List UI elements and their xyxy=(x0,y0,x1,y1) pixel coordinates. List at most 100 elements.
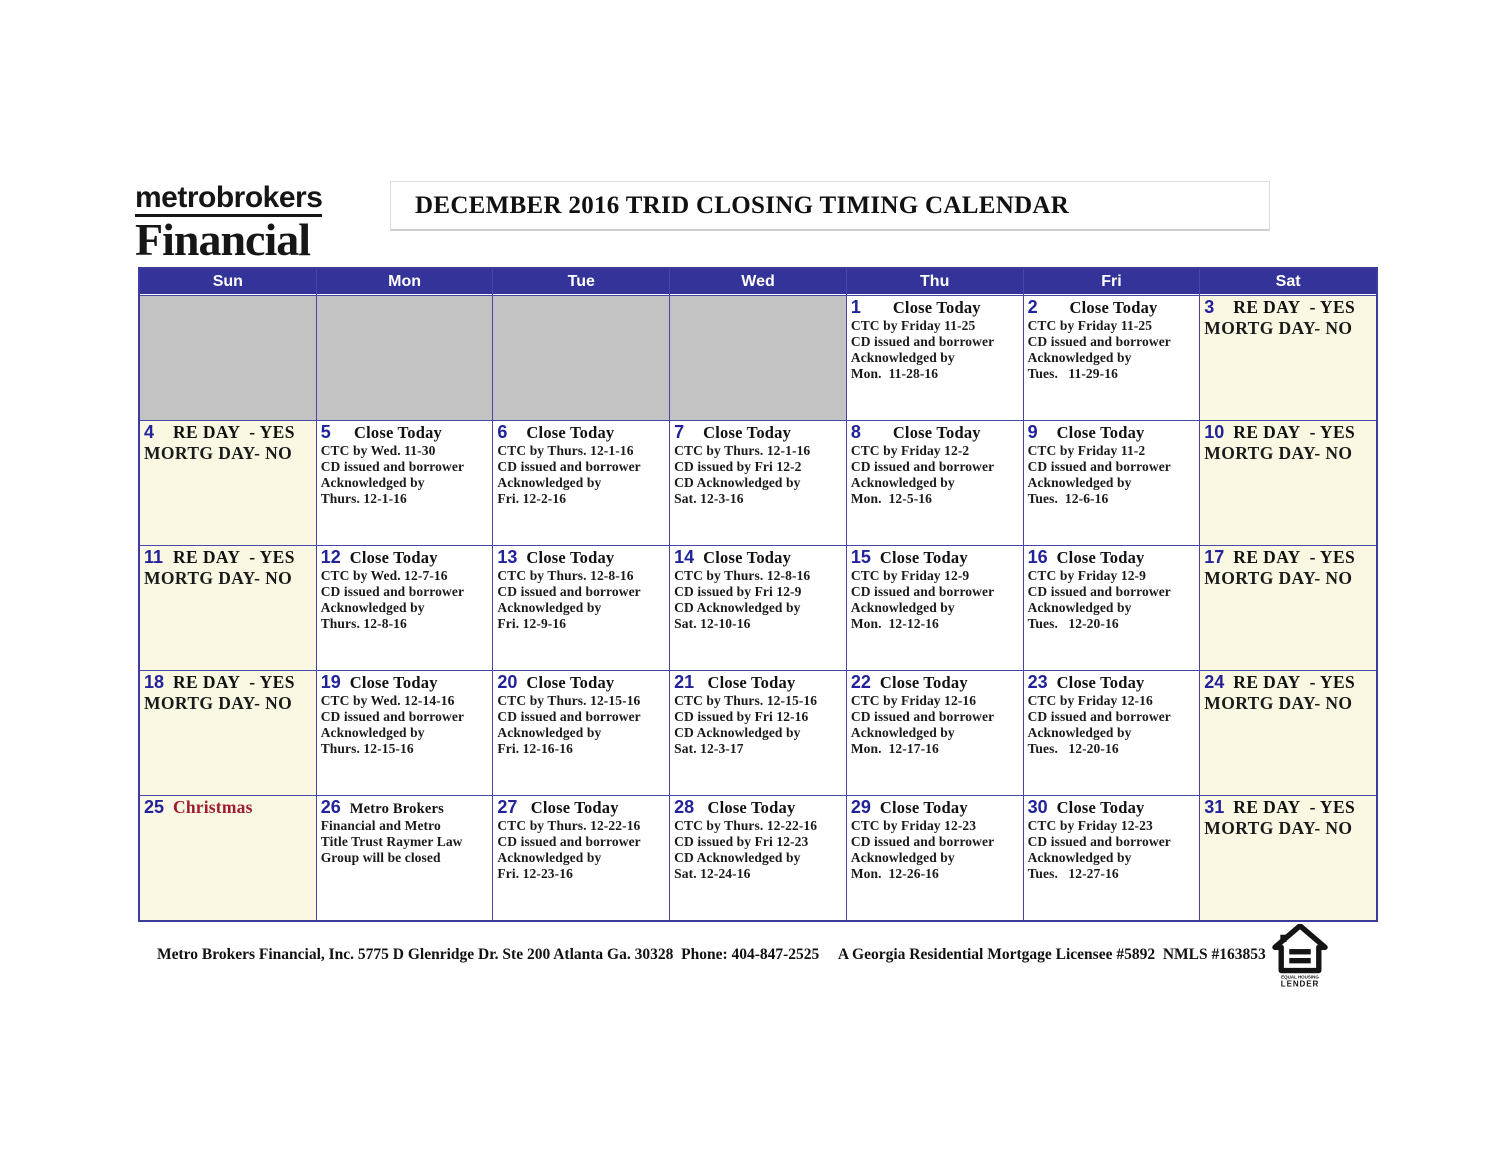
cell-line: Acknowledged by xyxy=(1027,725,1132,741)
calendar-cell-1: 1 Close Today CTC by Friday 11-25 CD issue… xyxy=(846,296,1023,420)
cell-line: CD issued and borrower xyxy=(497,458,641,474)
cell-title: RE DAY - YES xyxy=(1233,297,1356,317)
cell-line: CTC by Thurs. 12-15-16 xyxy=(674,692,818,708)
day-number: 9 xyxy=(1027,422,1038,442)
day-number: 3 xyxy=(1204,297,1215,317)
calendar-cell-10: 10 RE DAY - YES MORTG DAY- NO xyxy=(1200,421,1376,545)
svg-text:EQUAL HOUSING: EQUAL HOUSING xyxy=(1281,975,1319,980)
cell-line: CTC by Friday 11-25 xyxy=(1027,317,1153,333)
day-number: 22 xyxy=(850,672,871,692)
cell-title: RE DAY - YES xyxy=(1233,797,1356,817)
day-number: 5 xyxy=(320,422,331,442)
cell-line: Acknowledged by xyxy=(1027,600,1132,616)
cell-first-line: 30 Close Today xyxy=(1028,797,1196,818)
cell-line: Acknowledged by xyxy=(320,475,425,491)
cell-first-line: 7 Close Today xyxy=(674,422,842,443)
cell-line: CTC by Wed. 12-7-16 xyxy=(320,567,448,583)
cell-line: MORTG DAY- NO xyxy=(1204,442,1353,463)
page-title: DECEMBER 2016 TRID CLOSING TIMING CALEND… xyxy=(415,191,1070,219)
calendar-cell-7: 7 Close Today CTC by Thurs. 12-1-16 CD issu… xyxy=(670,421,846,545)
cell-line: MORTG DAY- NO xyxy=(144,567,293,588)
empty-cell xyxy=(140,296,316,420)
day-number: 25 xyxy=(144,797,165,817)
calendar-cell-23: 23 Close Today CTC by Friday 12-16 CD issue… xyxy=(1023,671,1200,795)
cell-line: CTC by Friday 12-2 xyxy=(850,442,970,458)
empty-cell xyxy=(493,296,670,420)
cell-line: Acknowledged by xyxy=(320,725,425,741)
cell-line: CTC by Friday 11-25 xyxy=(850,317,976,333)
cell-first-line: 10 RE DAY - YES xyxy=(1204,422,1372,443)
cell-line: Thurs. 12-8-16 xyxy=(320,616,407,632)
cell-title: RE DAY - YES xyxy=(173,672,295,692)
cell-line: CD issued and borrower xyxy=(497,583,641,599)
logo-metrobrokers-text: metrobrokers xyxy=(135,183,323,217)
cell-title: RE DAY - YES xyxy=(1233,547,1356,567)
calendar-grid: Sun Mon Tue Wed Thu Fri Sat 1 Close Today CTC by… xyxy=(138,267,1378,922)
calendar-cell-17: 17 RE DAY - YES MORTG DAY- NO xyxy=(1200,546,1376,670)
cell-line: MORTG DAY- NO xyxy=(1204,567,1353,588)
cell-first-line: 28 Close Today xyxy=(674,797,842,818)
calendar-cell-24: 24 RE DAY - YES MORTG DAY- NO xyxy=(1200,671,1376,795)
calendar-cell-25: 25 Christmas xyxy=(140,796,316,920)
cell-first-line: 26 Metro Brokers xyxy=(320,797,489,818)
cell-line: Acknowledged by xyxy=(497,475,602,491)
cell-line: Mon. 11-28-16 xyxy=(850,366,939,382)
cell-first-line: 24 RE DAY - YES xyxy=(1204,672,1372,693)
cell-line: CTC by Thurs. 12-22-16 xyxy=(497,817,641,833)
cell-line: Acknowledged by xyxy=(1027,850,1132,866)
cell-line: CTC by Thurs. 12-8-16 xyxy=(674,567,811,583)
day-number: 8 xyxy=(850,422,861,442)
calendar-cell-14: 14 Close Today CTC by Thurs. 12-8-16 CD iss… xyxy=(670,546,846,670)
cell-line: Fri. 12-16-16 xyxy=(497,741,573,757)
cell-line: Acknowledged by xyxy=(1027,350,1132,366)
cell-title: Close Today xyxy=(526,423,615,442)
cell-first-line: 8 Close Today xyxy=(850,422,1019,443)
cell-title: Close Today xyxy=(349,423,442,442)
cell-line: CD issued and borrower xyxy=(1027,583,1171,599)
cell-title: Close Today xyxy=(1056,548,1145,567)
day-number: 26 xyxy=(320,797,341,817)
cell-title: Close Today xyxy=(1056,298,1158,317)
cell-first-line: 3 RE DAY - YES xyxy=(1204,297,1372,318)
cell-line: CD issued and borrower xyxy=(497,833,641,849)
cell-line: Sat. 12-24-16 xyxy=(674,866,751,882)
cell-first-line: 4 RE DAY - YES xyxy=(144,422,312,443)
calendar-cell-8: 8 Close Today CTC by Friday 12-2 CD issued… xyxy=(846,421,1023,545)
cell-line: CD issued and borrower xyxy=(320,708,465,724)
cell-first-line: 21 Close Today xyxy=(674,672,842,693)
calendar-cell-31: 31 RE DAY - YES MORTG DAY- NO xyxy=(1200,796,1376,920)
cell-line: MORTG DAY- NO xyxy=(144,442,293,463)
day-header-wed: Wed xyxy=(670,269,846,295)
cell-title: Close Today xyxy=(703,673,796,692)
svg-text:LENDER: LENDER xyxy=(1281,980,1319,989)
calendar-cell-29: 29 Close Today CTC by Friday 12-23 CD issue… xyxy=(846,796,1023,920)
day-number: 31 xyxy=(1204,797,1225,817)
calendar-cell-16: 16 Close Today CTC by Friday 12-9 CD issued… xyxy=(1023,546,1200,670)
cell-line: Acknowledged by xyxy=(497,725,602,741)
cell-line: Mon. 12-12-16 xyxy=(850,616,939,632)
cell-title: Close Today xyxy=(526,673,615,692)
empty-cell xyxy=(316,296,493,420)
cell-line: CTC by Thurs. 12-8-16 xyxy=(497,567,634,583)
cell-line: Sat. 12-10-16 xyxy=(674,616,751,632)
cell-line: Acknowledged by xyxy=(497,600,602,616)
cell-first-line: 14 Close Today xyxy=(674,547,842,568)
cell-title: Close Today xyxy=(1056,798,1145,817)
cell-first-line: 2 Close Today xyxy=(1027,297,1196,318)
calendar-cell-27: 27 Close Today CTC by Thurs. 12-22-16 CD i… xyxy=(493,796,670,920)
cell-first-line: 22 Close Today xyxy=(850,672,1019,693)
company-logo: metrobrokers Financial xyxy=(135,183,365,264)
cell-line: CTC by Thurs. 12-22-16 xyxy=(674,817,818,833)
cell-line: Thurs. 12-1-16 xyxy=(320,491,407,507)
calendar-cell-30: 30 Close Today CTC by Friday 12-23 CD issue… xyxy=(1023,796,1200,920)
day-number: 20 xyxy=(497,672,518,692)
cell-line: CTC by Friday 11-2 xyxy=(1027,442,1146,458)
cell-line: Acknowledged by xyxy=(850,475,955,491)
cell-line: CD issued and borrower xyxy=(320,458,465,474)
cell-line: Financial and Metro xyxy=(320,817,441,833)
cell-line: MORTG DAY- NO xyxy=(144,692,293,713)
calendar-cell-9: 9 Close Today CTC by Friday 11-2 CD issued … xyxy=(1023,421,1200,545)
day-number: 2 xyxy=(1027,297,1038,317)
cell-line: Tues. 11-29-16 xyxy=(1027,366,1118,382)
cell-title: Close Today xyxy=(703,423,792,442)
